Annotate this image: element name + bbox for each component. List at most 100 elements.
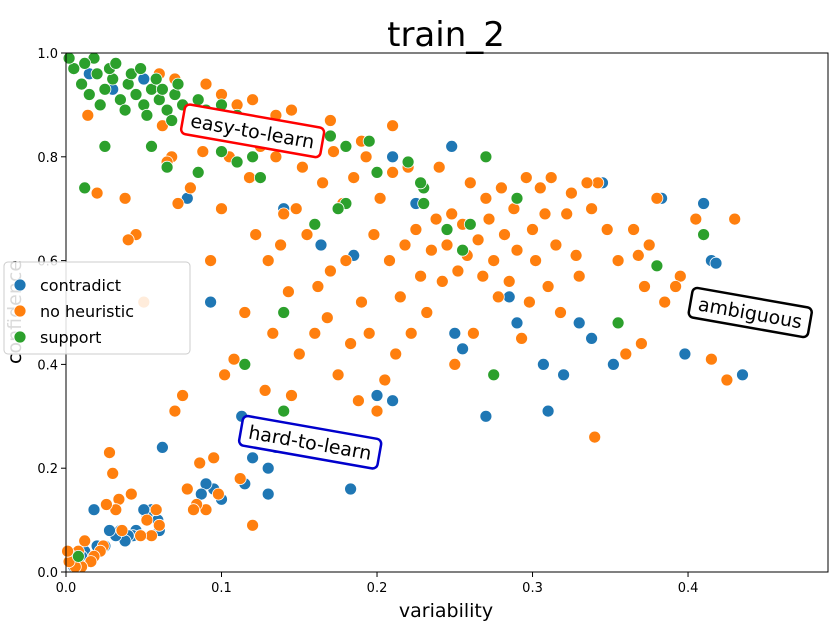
point-no-heuristic-79 — [339, 254, 353, 268]
point-contradict-55 — [87, 503, 101, 517]
point-no-heuristic-95 — [277, 207, 291, 221]
point-contradict-16 — [456, 342, 470, 356]
point-contradict-39 — [155, 440, 169, 454]
point-no-heuristic-119 — [187, 503, 200, 517]
y-tick-label: 0.4 — [37, 358, 58, 373]
point-no-heuristic-57 — [424, 243, 438, 257]
point-no-heuristic-30 — [529, 254, 542, 268]
point-support-37 — [114, 93, 127, 107]
point-no-heuristic-60 — [414, 269, 428, 283]
point-no-heuristic-93 — [285, 389, 298, 402]
point-no-heuristic-158 — [323, 114, 337, 127]
point-no-heuristic-9 — [638, 280, 651, 293]
point-support-68 — [134, 62, 148, 75]
point-no-heuristic-138 — [115, 524, 129, 537]
point-contradict-0 — [697, 197, 710, 210]
point-support-74 — [93, 98, 107, 112]
point-no-heuristic-128 — [152, 518, 166, 532]
point-contradict-4 — [678, 347, 692, 361]
annotation-ambiguous: ambiguous — [687, 286, 813, 339]
point-support-20 — [238, 357, 252, 371]
point-no-heuristic-106 — [233, 472, 247, 486]
point-no-heuristic-110 — [218, 368, 232, 382]
point-contradict-36 — [194, 487, 208, 501]
point-contradict-9 — [572, 316, 586, 330]
point-no-heuristic-64 — [398, 238, 412, 252]
point-no-heuristic-99 — [261, 254, 275, 268]
point-no-heuristic-12 — [627, 223, 640, 236]
point-no-heuristic-19 — [580, 176, 594, 190]
point-no-heuristic-136 — [121, 233, 135, 247]
point-no-heuristic-113 — [207, 451, 221, 465]
point-support-16 — [331, 202, 345, 216]
point-no-heuristic-142 — [103, 446, 116, 460]
point-support-29 — [78, 181, 92, 195]
point-no-heuristic-74 — [359, 150, 373, 164]
point-no-heuristic-22 — [565, 186, 578, 200]
point-support-0 — [697, 228, 710, 242]
point-no-heuristic-35 — [510, 243, 524, 257]
point-no-heuristic-56 — [429, 212, 443, 226]
point-contradict-18 — [445, 139, 459, 153]
point-no-heuristic-65 — [393, 290, 407, 304]
point-support-19 — [253, 171, 267, 185]
point-contradict-17 — [448, 326, 462, 340]
point-no-heuristic-164 — [199, 77, 213, 91]
point-no-heuristic-14 — [611, 254, 625, 268]
point-no-heuristic-124 — [168, 404, 182, 418]
point-no-heuristic-77 — [347, 171, 361, 185]
point-no-heuristic-90 — [295, 160, 309, 174]
point-no-heuristic-21 — [569, 248, 583, 262]
point-support-21 — [277, 404, 291, 418]
point-contradict-28 — [246, 451, 260, 465]
point-support-24 — [215, 145, 228, 159]
point-no-heuristic-55 — [432, 160, 446, 174]
point-support-3 — [510, 191, 524, 205]
point-support-31 — [67, 62, 81, 75]
point-no-heuristic-31 — [526, 223, 539, 236]
point-contradict-2 — [709, 256, 723, 270]
point-support-60 — [323, 129, 337, 143]
point-no-heuristic-112 — [211, 487, 225, 501]
point-support-67 — [109, 57, 123, 70]
point-no-heuristic-131 — [140, 513, 154, 527]
point-no-heuristic-70 — [373, 191, 387, 205]
point-no-heuristic-111 — [215, 202, 228, 216]
point-no-heuristic-161 — [285, 103, 298, 117]
point-no-heuristic-66 — [389, 347, 403, 361]
point-no-heuristic-2 — [705, 352, 718, 366]
point-no-heuristic-26 — [544, 171, 558, 185]
point-support-12 — [401, 155, 415, 169]
point-no-heuristic-68 — [383, 254, 396, 268]
point-no-heuristic-123 — [171, 197, 185, 210]
point-contradict-14 — [479, 409, 493, 423]
points-layer — [61, 51, 749, 574]
point-no-heuristic-45 — [471, 233, 485, 247]
point-no-heuristic-53 — [440, 238, 454, 252]
point-no-heuristic-141 — [106, 466, 120, 480]
point-support-30 — [72, 550, 85, 563]
annotation-box — [237, 414, 383, 470]
point-contradict-20 — [386, 150, 400, 164]
point-no-heuristic-137 — [118, 191, 132, 205]
point-support-61 — [339, 139, 353, 153]
point-support-39 — [129, 88, 143, 101]
point-support-65 — [171, 77, 185, 91]
point-no-heuristic-5 — [669, 280, 682, 293]
y-tick-label: 0.0 — [37, 566, 58, 581]
point-no-heuristic-162 — [246, 93, 260, 107]
point-no-heuristic-135 — [124, 487, 138, 501]
point-support-28 — [98, 139, 112, 153]
point-no-heuristic-72 — [367, 228, 381, 242]
point-no-heuristic-39 — [494, 181, 508, 195]
point-support-33 — [82, 88, 96, 101]
point-no-heuristic-94 — [281, 285, 295, 299]
point-support-27 — [145, 139, 158, 153]
legend-label: contradict — [40, 276, 121, 295]
point-contradict-51 — [103, 524, 116, 537]
point-no-heuristic-120 — [183, 181, 197, 195]
point-no-heuristic-18 — [585, 202, 598, 216]
point-no-heuristic-6 — [658, 295, 672, 309]
point-no-heuristic-116 — [196, 145, 210, 159]
point-support-2 — [611, 316, 625, 330]
